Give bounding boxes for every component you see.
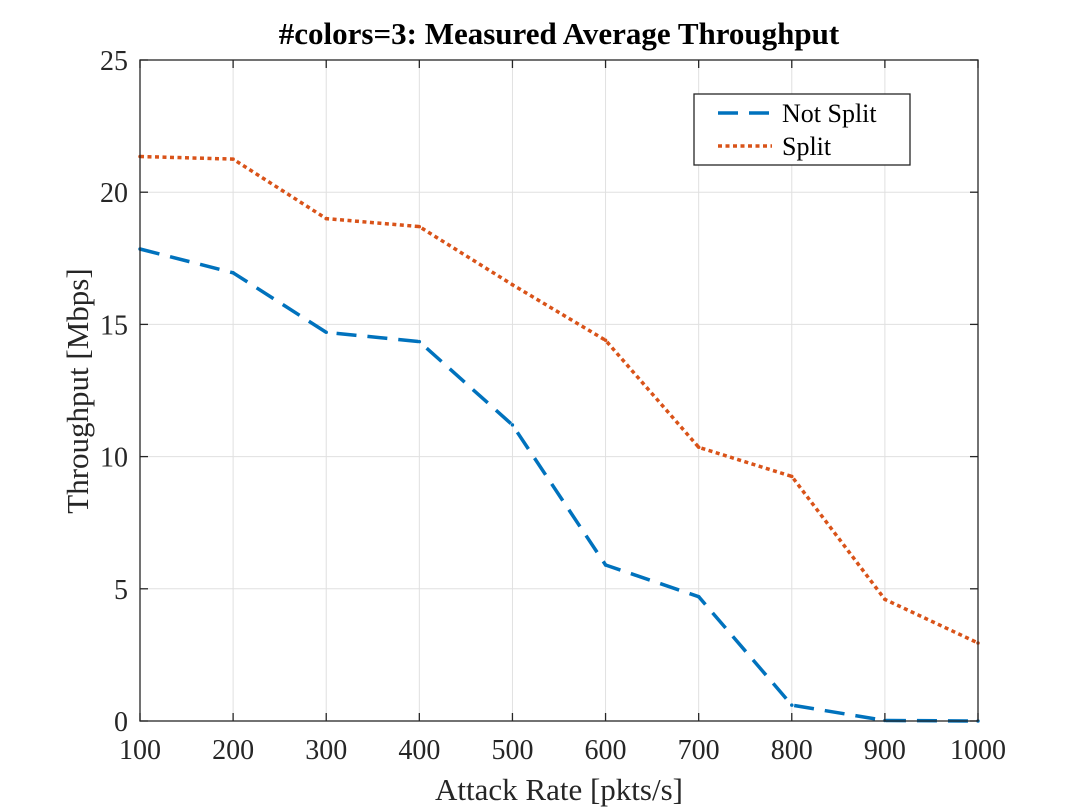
- data-point-split: [696, 445, 701, 450]
- y-tick-label: 20: [100, 178, 128, 209]
- y-tick-label: 15: [100, 310, 128, 341]
- data-point-not-split: [231, 271, 235, 275]
- x-tick-label: 600: [585, 735, 627, 766]
- x-axis-label: Attack Rate [pkts/s]: [435, 772, 683, 807]
- x-tick-label: 200: [212, 735, 254, 766]
- plot-border: [139, 59, 979, 722]
- data-point-split: [231, 157, 235, 161]
- x-tick-label: 1000: [950, 735, 1006, 766]
- y-tick-label: 10: [100, 443, 128, 474]
- x-tick-label: 900: [864, 735, 906, 766]
- y-tick-label: 0: [114, 707, 128, 738]
- data-point-not-split: [790, 703, 794, 707]
- data-point-split: [510, 282, 515, 287]
- x-tick-label: 100: [119, 735, 161, 766]
- ticks: [139, 59, 979, 722]
- data-point-split: [790, 474, 794, 479]
- x-tick-labels: 100 200 300 400 500 600 700 800 900 1000: [119, 735, 1006, 766]
- y-tick-label: 25: [100, 46, 128, 77]
- y-axis-label: Throughput [Mbps]: [60, 268, 95, 513]
- legend-label-not-split: Not Split: [782, 99, 877, 128]
- data-point-not-split: [510, 423, 515, 427]
- data-point-split: [417, 224, 422, 229]
- data-point-split: [603, 338, 608, 343]
- legend-label-split: Split: [782, 132, 832, 161]
- data-point-not-split: [324, 330, 328, 335]
- y-tick-label: 5: [114, 575, 128, 606]
- data-point-not-split: [603, 563, 608, 567]
- x-tick-label: 700: [678, 735, 720, 766]
- plot-area: [140, 60, 978, 721]
- x-tick-label: 500: [491, 735, 533, 766]
- series-line-split: [139, 154, 979, 645]
- data-point-not-split: [696, 594, 701, 599]
- x-tick-label: 300: [305, 735, 347, 766]
- x-tick-label: 400: [398, 735, 440, 766]
- series-line-not-split: [139, 247, 979, 723]
- data-point-not-split: [417, 339, 422, 344]
- legend: Not Split Split: [693, 93, 911, 166]
- legend-box: [693, 93, 911, 166]
- chart-title: #colors=3: Measured Average Throughput: [279, 16, 840, 51]
- x-tick-label: 800: [771, 735, 813, 766]
- y-tick-labels: 0 5 10 15 20 25: [100, 46, 128, 738]
- data-point-split: [324, 216, 328, 221]
- data-point-split: [883, 597, 887, 602]
